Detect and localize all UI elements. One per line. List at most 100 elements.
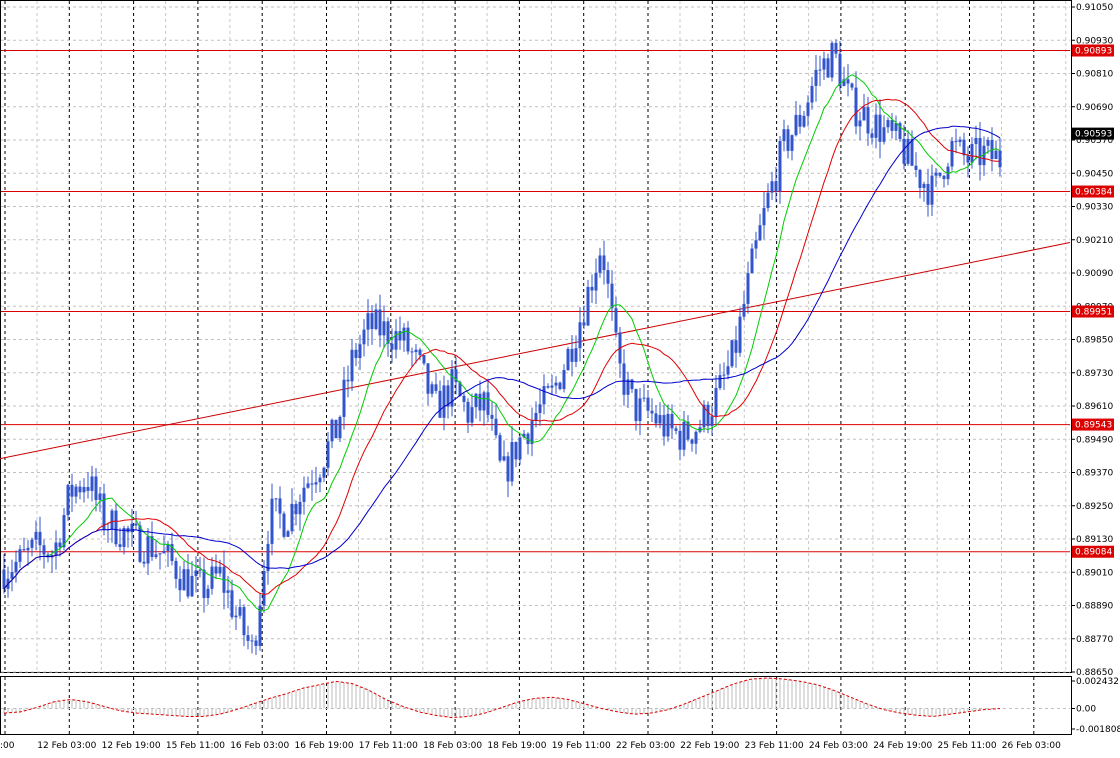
horizontal-levels [1,50,1070,553]
time-label: 22 Feb 03:00 [616,741,675,751]
candle-body [398,331,402,341]
current-price-label: 0.90593 [1075,130,1112,140]
candle-body [766,192,770,208]
candle-body [210,566,214,589]
candle-body [190,575,194,597]
candle-body [718,375,722,389]
candle-body [910,138,914,166]
candle-body [382,321,386,336]
time-label: 18 Feb 03:00 [423,741,482,751]
candle-body [842,79,846,87]
candle-body [778,141,782,192]
candle-body [978,137,982,166]
candle-body [878,114,882,142]
candle-body [258,605,262,646]
candle-body [282,513,286,537]
candle-body [562,370,566,390]
candle-body [706,404,710,426]
candle-body [10,572,14,579]
candle-body [622,363,626,395]
candle-body [974,137,978,144]
candle-body [26,547,30,551]
candle-body [270,498,274,544]
level-tag [1072,44,1114,57]
time-label: 12 Feb 03:00 [37,741,96,751]
candle-body [506,456,510,482]
candle-body [90,476,94,491]
candle-body [894,123,898,131]
candle-body [322,467,326,478]
candle-body [730,340,734,367]
candle-body [70,484,74,497]
candle-body [686,421,690,440]
candle-body [854,87,858,127]
candle-body [294,503,298,515]
candle-body [118,544,122,547]
candle-body [934,172,938,176]
candle-body [370,313,374,329]
price-tick-label: 0.90690 [1076,103,1113,113]
candle-body [582,322,586,326]
candle-body [870,133,874,138]
candle-body [142,561,146,564]
price-tick-label: 0.89490 [1076,435,1113,445]
candle-body [326,441,330,468]
moving-averages [3,74,1001,612]
candle-body [942,175,946,180]
candle-body [114,510,118,545]
candle-body [330,419,334,442]
candle-body [98,493,102,500]
level-tag [1072,185,1114,198]
level-tags: 0.90893 0.90384 0.89951 0.89543 0.89084 0.905… [1072,44,1114,558]
time-label: 24 Feb 03:00 [809,741,868,751]
candle-body [938,172,942,176]
candle-body [262,571,266,606]
candle-body [238,607,242,616]
candle-body [94,476,98,500]
candle-body [698,427,702,432]
candle-body [846,79,850,84]
price-tick-label: 0.89610 [1076,402,1113,412]
price-tick-label: 0.90570 [1076,136,1113,146]
price-tick-label: 0.90930 [1076,36,1113,46]
oscillator-panel-frame [0,676,1072,735]
candle-body [390,343,394,350]
candle-body [34,531,38,540]
candle-body [226,590,230,593]
candle-body [206,588,210,598]
candle-body [634,389,638,421]
candle-body [814,69,818,86]
current-price-tag [1072,127,1114,140]
candle-body [474,393,478,408]
candle-body [714,388,718,417]
price-tick-label: 0.90210 [1076,236,1113,246]
candle-body [514,441,518,460]
candle-body [642,397,646,399]
price-tick-label: 0.90810 [1076,70,1113,80]
candle-body [774,181,778,192]
candle-body [502,456,506,461]
candle-body [970,143,974,163]
candle-body [198,569,202,571]
candle-body [606,270,610,284]
candle-body [650,410,654,414]
candle-body [570,348,574,362]
candle-body [402,327,406,341]
candle-body [946,166,950,180]
candle-body [694,431,698,444]
candle-body [78,486,82,493]
candle-body [566,348,570,371]
candle-body [738,316,742,353]
candle-body [342,379,346,417]
level-tag-label: 0.90384 [1075,188,1112,198]
osc-signal-line [3,677,1001,719]
candle-body [482,392,486,411]
candle-body [438,390,442,418]
candle-body [110,510,114,530]
time-label: 19 Feb 11:00 [552,741,611,751]
candle-body [786,129,790,151]
candle-body [422,355,426,364]
candle-body [266,543,270,572]
candle-body [74,486,78,497]
